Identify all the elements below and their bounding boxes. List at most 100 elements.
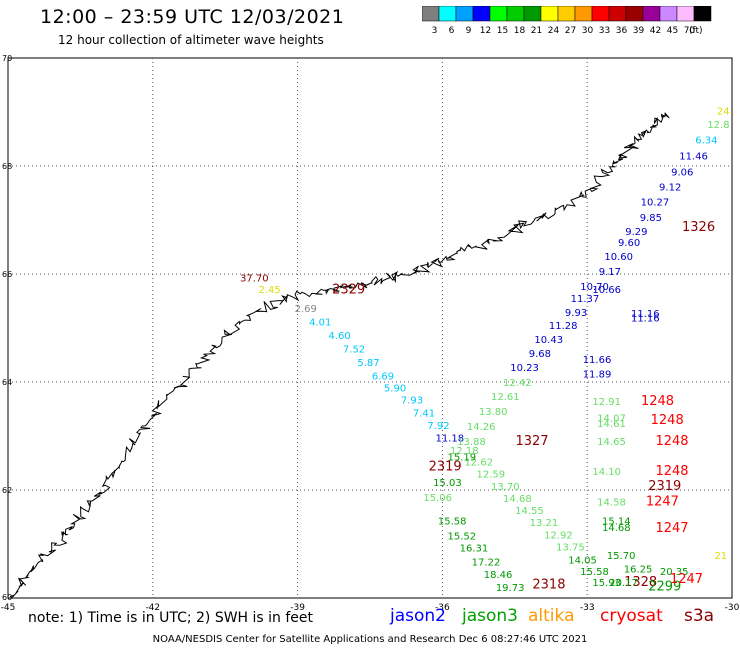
wave-height-label: 17.22 [472,558,501,569]
wave-height-label: 9.06 [671,168,693,179]
colorbar-label: 27 [565,26,576,36]
wave-height-label: 2319 [429,460,462,475]
wave-height-label: 7.93 [401,396,423,407]
wave-height-label: 18.46 [484,570,513,581]
wave-height-label: 10.23 [510,363,539,374]
colorbar-label: 3 [432,26,438,36]
wave-height-label: 10.60 [604,252,633,263]
wave-height-label: 9.68 [529,349,551,360]
wave-height-label: 7.52 [343,344,365,355]
wave-height-label: 1327 [515,434,548,449]
wave-height-label: 1248 [655,434,688,449]
wave-height-label: 10.43 [534,335,563,346]
wave-height-label: 12.59 [477,470,506,481]
legend-jason3: jason3 [462,606,518,626]
wave-height-label: 37.70 [240,274,269,285]
wave-height-label: 11.16 [631,309,660,320]
map-title: 12:00 – 23:59 UTC 12/03/2021 [40,6,345,28]
wave-height-label: 11.28 [549,321,578,332]
colorbar-label: 12 [480,26,491,36]
map-subtitle: 12 hour collection of altimeter wave hei… [58,33,324,47]
lat-corner-label: 60 [2,593,12,602]
wave-height-label: 14.68 [602,523,631,534]
credit-line: NOAA/NESDIS Center for Satellite Applica… [152,634,588,645]
lon-tick-label: -33 [580,603,595,610]
wave-height-label: 7.41 [413,409,435,420]
wave-height-label: 11.16 [631,314,660,325]
wave-height-label: 12.91 [592,397,621,408]
wave-height-label: 15.06 [423,493,452,504]
wave-height-label: 20.35 [660,567,689,578]
lat-tick-label: 62 [2,486,12,495]
wave-height-label: 14.58 [597,498,626,509]
wave-height-label: 15.19 [448,452,477,463]
lon-tick-label: -39 [290,603,305,610]
wave-height-label: 4.01 [309,317,331,328]
colorbar-label: 33 [599,26,610,36]
legend-cryosat: cryosat [600,606,663,626]
wave-height-label: 1328 [624,575,657,590]
wave-height-label: 9.12 [659,182,681,193]
wave-height-label: 2318 [532,577,565,592]
wave-height-label: 13.88 [457,437,486,448]
wave-height-label: 7.92 [427,421,449,432]
wave-height-label: 15.52 [448,532,477,543]
wave-height-label: 12.92 [544,531,573,542]
wave-height-label: 14.65 [597,437,626,448]
wave-height-label: 20.17 [609,578,638,589]
wave-height-label: 11.37 [571,294,600,305]
wave-height-label: 9.29 [625,227,647,238]
colorbar-label: 24 [548,26,560,36]
wave-height-label: 15.58 [438,517,467,528]
wave-height-label: 14.68 [503,494,532,505]
colorbar-label: 21 [531,26,542,36]
wave-height-label: 14.07 [597,413,626,424]
lat-tick-label: 70 [2,54,12,63]
colorbar-label: 70 [684,26,696,36]
wave-height-label: 19.73 [496,583,525,594]
lon-tick-label: -42 [145,603,160,610]
legend-s3a: s3a [684,606,715,626]
wave-height-label: 11.89 [583,370,612,381]
colorbar-label: 42 [650,26,661,36]
wave-height-label: 1247 [646,495,679,510]
wave-height-map: -45 -42 -39 -36 -33 -30 62 64 66 68 70 60 37.70 2329 2… [1,54,740,610]
colorbar-swatch [693,6,712,22]
wave-height-label: 2.69 [295,304,317,315]
wave-height-label: 21 [714,551,727,562]
colorbar-label: 6 [449,26,455,36]
wave-height-label: 14.05 [568,555,597,566]
wave-height-label: 15.58 [580,567,609,578]
wave-height-label: 13.80 [479,407,508,418]
wave-height-label: 11.46 [679,152,708,163]
lat-tick-label: 68 [2,162,12,171]
wave-height-label: 6.69 [372,371,394,382]
wave-height-label: 9.17 [599,267,621,278]
wave-height-label: 1247 [670,572,703,587]
colorbar-label: 30 [582,26,594,36]
wave-height-label: 9.93 [565,308,587,319]
wave-height-label: 10.70 [580,282,609,293]
wave-height-label: 14.61 [597,419,626,430]
wave-height-label: 6.34 [695,135,717,146]
wave-height-label: 13.75 [556,542,585,553]
wave-height-label: 11.18 [435,433,464,444]
wave-height-label: 1326 [682,220,715,235]
wave-height-label: 24 [717,107,730,118]
wave-height-label: 15.14 [602,517,631,528]
color-legend: 3 6 9 12 15 18 21 24 27 30 33 36 39 42 45 70(ft) [422,6,712,36]
wave-height-label: 16.25 [624,565,653,576]
legend-altika: altika [528,606,575,626]
wave-height-label: 1248 [651,413,684,428]
wave-height-label: 2329 [332,282,365,297]
wave-height-label: 13.21 [530,518,559,529]
wave-height-label: 11.66 [583,355,612,366]
wave-height-label: 5.90 [384,384,406,395]
wave-height-label: 2319 [648,479,681,494]
wave-height-label: 16.31 [460,544,489,555]
colorbar-label: 39 [633,26,645,36]
wave-height-label: 2.45 [258,285,280,296]
colorbar-label: 15 [497,26,508,36]
wave-height-label: 13.70 [491,482,520,493]
lon-tick-label: -45 [1,603,16,610]
